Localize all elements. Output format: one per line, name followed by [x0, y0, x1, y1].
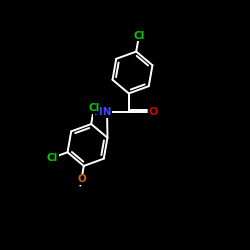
Text: Cl: Cl	[47, 153, 58, 163]
Text: O: O	[148, 107, 158, 117]
Text: Cl: Cl	[88, 103, 100, 113]
Text: Cl: Cl	[134, 30, 145, 40]
Text: HN: HN	[94, 107, 111, 117]
Text: O: O	[77, 174, 86, 184]
